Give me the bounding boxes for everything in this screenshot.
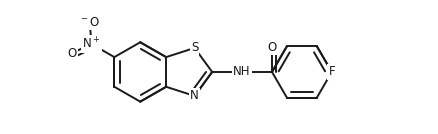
- Text: NH: NH: [233, 65, 250, 78]
- Text: F: F: [328, 65, 334, 78]
- Text: O: O: [267, 41, 276, 54]
- Text: N$^+$: N$^+$: [82, 36, 101, 52]
- Text: O: O: [67, 47, 77, 60]
- Text: N: N: [190, 90, 198, 103]
- Text: $^-$O: $^-$O: [79, 16, 100, 29]
- Text: S: S: [191, 41, 198, 54]
